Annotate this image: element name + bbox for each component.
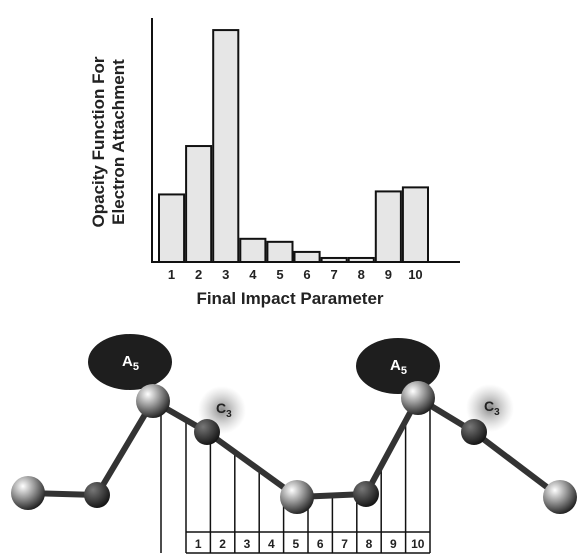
atom xyxy=(136,384,170,418)
x-tick-label: 8 xyxy=(358,267,365,282)
atom xyxy=(194,419,220,445)
x-tick-label: 10 xyxy=(408,267,422,282)
halo-letter: C xyxy=(216,400,226,416)
x-tick-label: 2 xyxy=(195,267,202,282)
bond xyxy=(94,399,156,497)
strip-label: 3 xyxy=(244,537,251,551)
blob-letter: A xyxy=(390,357,401,374)
blob-sub: 5 xyxy=(401,365,407,377)
bar xyxy=(374,190,402,264)
blob xyxy=(356,338,440,394)
blob-label: A5 xyxy=(122,353,139,373)
y-axis-title: Opacity Function For xyxy=(89,56,108,227)
halo-label: C3 xyxy=(484,398,500,418)
halo-sub: 3 xyxy=(494,407,500,418)
bar xyxy=(293,250,321,264)
strip-label: 1 xyxy=(195,537,202,551)
blob xyxy=(88,334,172,390)
x-tick-label: 6 xyxy=(303,267,310,282)
blob-letter: A xyxy=(122,353,133,370)
x-tick-label: 7 xyxy=(331,267,338,282)
x-tick-label: 9 xyxy=(385,267,392,282)
halo-label: C3 xyxy=(216,400,232,420)
x-tick-label: 3 xyxy=(222,267,229,282)
strip-label: 2 xyxy=(219,537,226,551)
x-axis-title: Final Impact Parameter xyxy=(196,289,383,308)
bond xyxy=(205,429,299,500)
y-axis-title: Electron Attachment xyxy=(109,59,128,225)
atom xyxy=(84,482,110,508)
strip-label: 9 xyxy=(390,537,397,551)
atom xyxy=(280,480,314,514)
atom xyxy=(543,480,577,514)
x-tick-label: 1 xyxy=(168,267,175,282)
strip-label: 5 xyxy=(292,537,299,551)
bar xyxy=(212,29,240,264)
strip-label: 4 xyxy=(268,537,275,551)
blob-label: A5 xyxy=(390,357,407,377)
bond xyxy=(472,429,562,500)
halo-letter: C xyxy=(484,398,494,414)
strip-label: 7 xyxy=(341,537,348,551)
atom xyxy=(401,381,435,415)
atom xyxy=(461,419,487,445)
strip-label: 10 xyxy=(411,537,425,551)
bar xyxy=(158,193,186,263)
halo-sub: 3 xyxy=(226,409,232,420)
bar xyxy=(266,240,294,263)
atom xyxy=(353,481,379,507)
strip-label: 8 xyxy=(366,537,373,551)
x-tick-label: 4 xyxy=(249,267,257,282)
bar xyxy=(185,145,213,264)
bond xyxy=(363,396,421,496)
blob-sub: 5 xyxy=(133,361,139,373)
bar xyxy=(239,237,267,263)
strip-label: 6 xyxy=(317,537,324,551)
bar xyxy=(401,186,429,263)
atom xyxy=(11,476,45,510)
bar-chart: 1 2 3 4 5 6 7 8 9 10 Final Impact Parameter Opacity… xyxy=(89,18,460,308)
x-tick-label: 5 xyxy=(276,267,283,282)
